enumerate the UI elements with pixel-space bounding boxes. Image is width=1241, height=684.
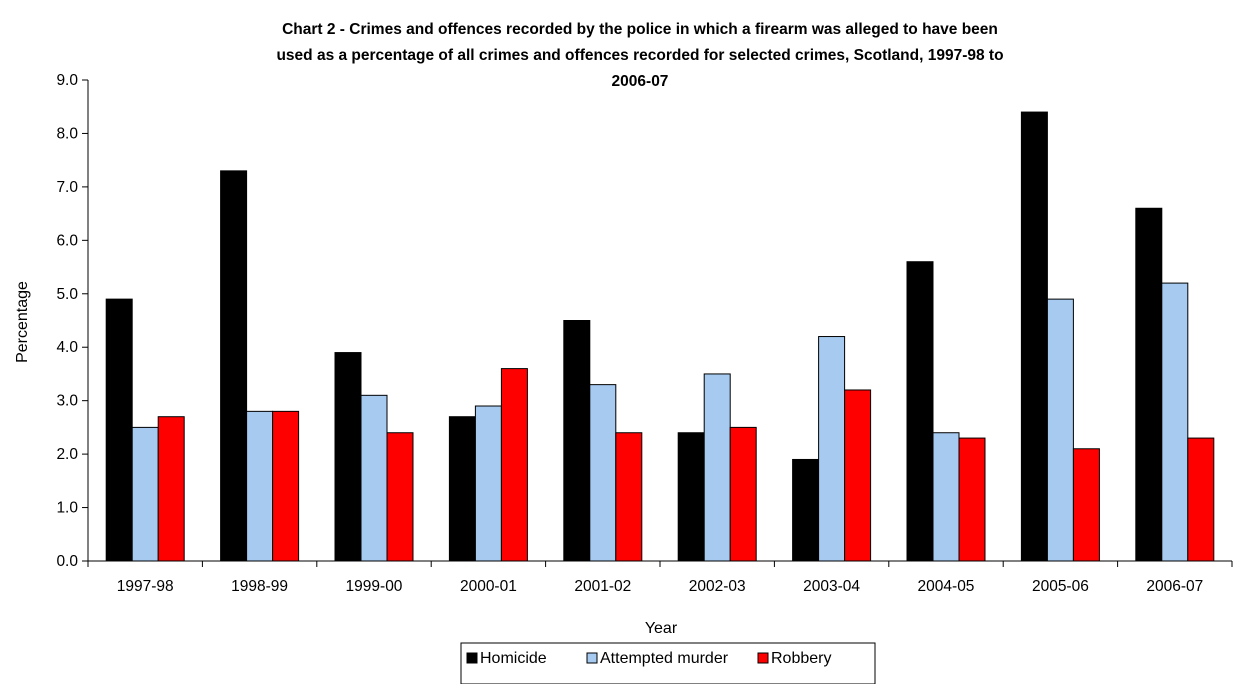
bar-robbery-2004-05 <box>958 437 986 562</box>
x-tick-label: 2003-04 <box>803 578 860 595</box>
bar-attempted-murder-1999-00 <box>360 394 388 562</box>
y-axis-ticks: 0.0 1.0 2.0 3.0 4.0 5.0 6.0 7.0 8.0 9.0 <box>56 72 88 570</box>
bar-robbery-1998-99 <box>272 410 300 562</box>
legend-swatch-robbery <box>757 652 769 664</box>
y-axis-label: Percentage <box>14 281 31 363</box>
x-axis-ticks: 1997-98 1998-99 1999-00 2000-01 2001-02 2002-… <box>87 561 1233 595</box>
x-axis-label: Year <box>645 620 678 637</box>
y-tick-label: 2.0 <box>56 446 78 463</box>
legend-label-homicide: Homicide <box>480 650 547 667</box>
legend-label-robbery: Robbery <box>771 650 831 667</box>
bar-attempted-murder-2004-05 <box>932 432 960 562</box>
bar-robbery-2001-02 <box>615 432 643 562</box>
x-tick-label: 2002-03 <box>689 578 746 595</box>
legend: Homicide Attempted murder Robbery <box>460 642 876 684</box>
bar-robbery-2006-07 <box>1187 437 1215 562</box>
y-tick-label: 1.0 <box>56 500 78 517</box>
x-tick-label: 2000-01 <box>460 578 517 595</box>
y-tick-label: 3.0 <box>56 393 78 410</box>
x-tick-label: 1998-99 <box>231 578 288 595</box>
y-tick-label: 7.0 <box>56 179 78 196</box>
bar-homicide-1999-00 <box>334 352 362 562</box>
bar-homicide-2004-05 <box>906 261 934 562</box>
bar-homicide-2001-02 <box>563 320 591 562</box>
bar-robbery-2005-06 <box>1072 448 1100 562</box>
bar-homicide-2003-04 <box>792 458 820 562</box>
chart-title-line-3: 2006-07 <box>612 73 669 90</box>
bar-homicide-2000-01 <box>448 416 476 562</box>
chart-title-line-1: Chart 2 - Crimes and offences recorded b… <box>282 21 998 38</box>
legend-swatch-homicide <box>466 652 478 664</box>
bar-attempted-murder-2000-01 <box>474 405 502 562</box>
y-tick-label: 4.0 <box>56 339 78 356</box>
bar-homicide-2005-06 <box>1020 111 1048 562</box>
x-tick-label: 2005-06 <box>1032 578 1089 595</box>
bar-homicide-2002-03 <box>677 432 705 562</box>
bar-homicide-1997-98 <box>105 298 133 562</box>
bar-homicide-2006-07 <box>1135 207 1163 562</box>
bar-attempted-murder-2001-02 <box>589 384 617 562</box>
bar-attempted-murder-2003-04 <box>818 336 846 562</box>
legend-label-attempted-murder: Attempted murder <box>600 650 729 667</box>
legend-swatch-attempted-murder <box>586 652 598 664</box>
bar-attempted-murder-1997-98 <box>131 426 159 562</box>
bar-attempted-murder-2002-03 <box>703 373 731 562</box>
y-tick-label: 5.0 <box>56 286 78 303</box>
x-tick-label: 1997-98 <box>117 578 174 595</box>
x-tick-label: 2004-05 <box>918 578 975 595</box>
bar-robbery-1999-00 <box>386 432 414 562</box>
plot-area-bars <box>105 111 1215 562</box>
bar-attempted-murder-2005-06 <box>1046 298 1074 562</box>
bar-attempted-murder-1998-99 <box>246 410 274 562</box>
legend-box <box>460 642 876 684</box>
chart-title-line-2: used as a percentage of all crimes and o… <box>276 47 1003 64</box>
y-tick-label: 0.0 <box>56 553 78 570</box>
bar-homicide-1998-99 <box>220 170 248 562</box>
bar-robbery-1997-98 <box>157 416 185 562</box>
bar-robbery-2002-03 <box>729 426 757 562</box>
x-tick-label: 1999-00 <box>346 578 403 595</box>
bar-robbery-2000-01 <box>500 368 528 562</box>
y-tick-label: 9.0 <box>56 72 78 89</box>
x-tick-label: 2001-02 <box>574 578 631 595</box>
x-tick-label: 2006-07 <box>1146 578 1203 595</box>
bar-robbery-2003-04 <box>844 389 872 562</box>
bar-attempted-murder-2006-07 <box>1161 282 1189 562</box>
y-tick-label: 6.0 <box>56 232 78 249</box>
y-tick-label: 8.0 <box>56 125 78 142</box>
chart-title: Chart 2 - Crimes and offences recorded b… <box>276 21 1003 90</box>
